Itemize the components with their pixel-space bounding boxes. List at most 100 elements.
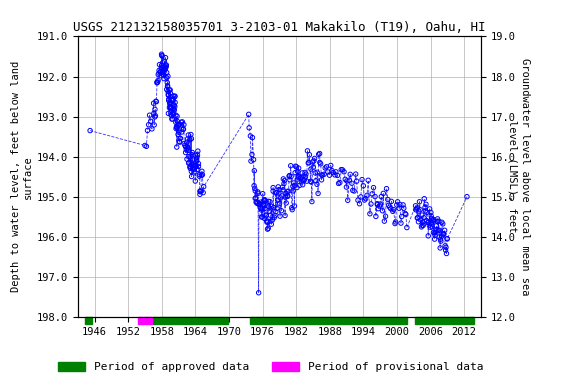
Point	[425, 222, 434, 228]
Point	[397, 214, 406, 220]
Point	[350, 188, 359, 194]
Point	[288, 183, 297, 189]
Point	[365, 211, 374, 217]
Point	[162, 86, 171, 93]
Point	[385, 204, 395, 210]
Point	[411, 207, 420, 213]
Point	[374, 205, 383, 212]
Point	[85, 127, 94, 134]
Point	[167, 113, 176, 119]
Point	[187, 160, 196, 166]
Point	[257, 214, 266, 220]
Point	[256, 205, 266, 212]
Point	[153, 79, 162, 85]
Point	[160, 66, 169, 72]
Point	[377, 194, 386, 200]
Point	[257, 206, 267, 212]
Point	[193, 148, 202, 154]
Point	[303, 148, 312, 154]
Point	[157, 73, 166, 79]
Point	[158, 53, 167, 59]
Point	[194, 161, 203, 167]
Point	[154, 67, 164, 73]
Point	[256, 199, 266, 205]
Point	[442, 236, 452, 242]
Point	[338, 167, 347, 173]
Point	[286, 174, 295, 180]
Point	[147, 126, 157, 132]
Point	[185, 164, 195, 170]
Point	[167, 108, 176, 114]
Point	[381, 213, 390, 219]
Point	[175, 135, 184, 141]
Point	[434, 218, 444, 224]
Point	[196, 189, 205, 195]
Point	[289, 180, 298, 186]
Point	[263, 219, 272, 225]
Point	[184, 159, 194, 166]
Point	[190, 169, 199, 175]
Point	[333, 172, 342, 179]
Point	[187, 174, 196, 180]
Point	[170, 94, 179, 100]
Point	[244, 111, 253, 118]
Point	[163, 83, 172, 89]
Point	[435, 234, 444, 240]
Point	[401, 210, 410, 217]
Point	[415, 199, 424, 205]
Point	[281, 190, 290, 197]
Point	[420, 204, 430, 210]
Point	[184, 147, 193, 154]
Point	[373, 202, 382, 208]
Point	[248, 134, 257, 141]
Point	[251, 195, 260, 201]
Point	[170, 93, 180, 99]
Point	[431, 229, 441, 235]
Point	[391, 220, 400, 227]
Point	[183, 144, 192, 150]
Point	[395, 205, 404, 211]
Point	[315, 151, 324, 157]
Point	[263, 226, 272, 232]
Point	[386, 206, 395, 212]
Point	[160, 66, 169, 73]
Point	[253, 189, 263, 195]
Point	[150, 106, 160, 113]
Point	[174, 122, 183, 129]
Point	[437, 233, 446, 239]
Point	[321, 165, 330, 171]
Point	[425, 206, 434, 212]
Point	[257, 214, 267, 220]
Point	[301, 174, 310, 180]
Point	[272, 190, 281, 196]
Point	[164, 73, 173, 79]
Point	[167, 98, 176, 104]
Point	[161, 64, 170, 70]
Point	[439, 230, 448, 237]
Point	[329, 169, 338, 175]
Point	[353, 197, 362, 203]
Point	[286, 163, 295, 169]
Point	[153, 78, 162, 84]
Point	[165, 103, 175, 109]
Point	[161, 65, 170, 71]
Point	[195, 191, 204, 197]
Point	[162, 70, 171, 76]
Point	[161, 55, 170, 61]
Point	[412, 215, 422, 221]
Point	[197, 172, 206, 179]
Legend: Period of approved data, Period of provisional data: Period of approved data, Period of provi…	[53, 357, 488, 377]
Point	[420, 196, 429, 202]
Point	[423, 219, 433, 225]
Point	[441, 243, 450, 249]
Point	[174, 129, 183, 135]
Point	[158, 68, 168, 74]
Point	[185, 136, 195, 142]
Point	[195, 172, 204, 178]
Point	[178, 119, 187, 125]
Point	[366, 201, 376, 207]
Bar	[153, 317, 158, 324]
Point	[183, 156, 192, 162]
Point	[176, 135, 185, 141]
Point	[389, 207, 398, 213]
